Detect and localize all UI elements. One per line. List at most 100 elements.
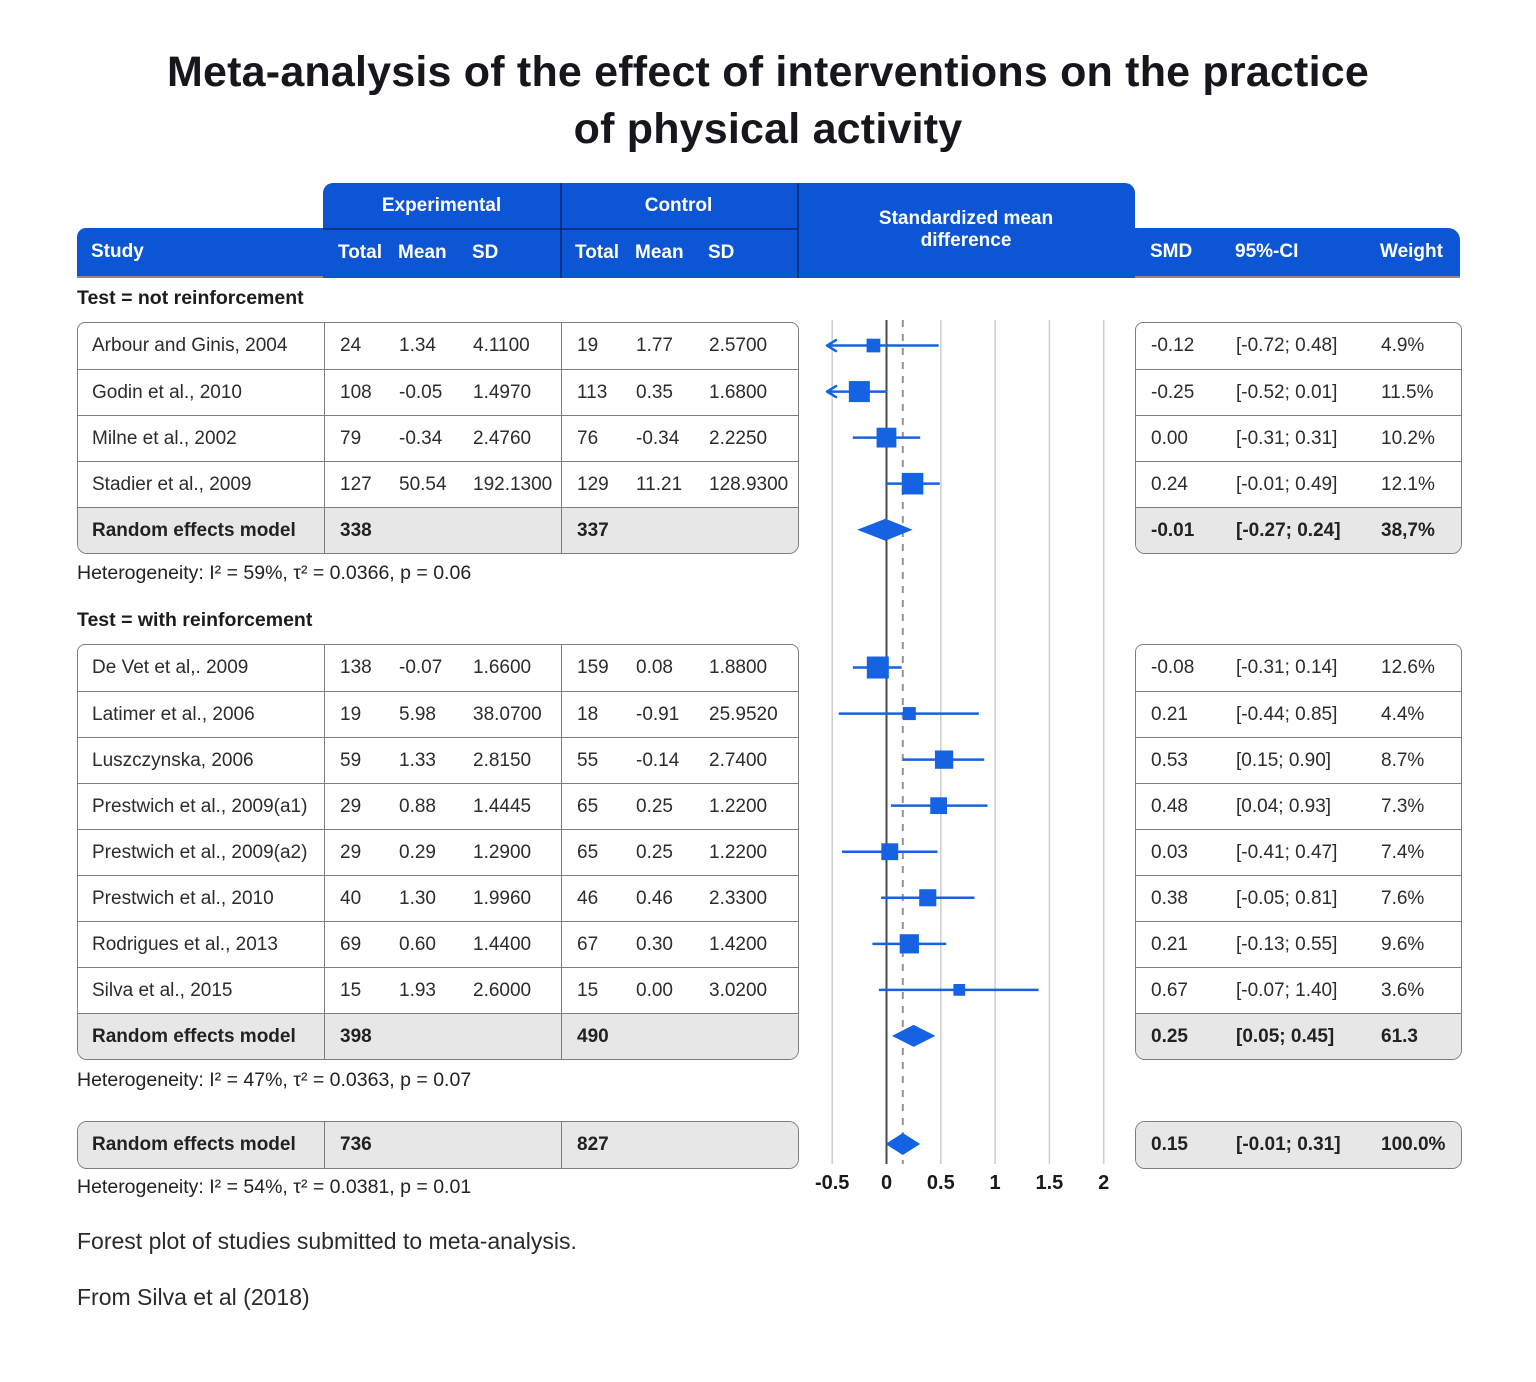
axis-tick-label: 2 bbox=[1098, 1172, 1109, 1194]
effect-square bbox=[866, 656, 889, 679]
page-title-line1: Meta-analysis of the effect of intervent… bbox=[167, 48, 1369, 96]
cell-ci: [-0.52; 0.01] bbox=[1236, 381, 1338, 403]
table-row: Prestwich et al., 2009(a2) 29 0.29 1.2900 65… bbox=[78, 829, 798, 875]
cell-exp-sd: 2.6000 bbox=[473, 979, 532, 1001]
table-row: Stadier et al., 2009 127 50.54 192.1300 129 1… bbox=[78, 461, 798, 507]
cell-ctl-total: 15 bbox=[561, 968, 621, 1013]
column-header-control: Control bbox=[644, 195, 713, 216]
cell-ctl-total: 65 bbox=[561, 784, 621, 829]
effect-square bbox=[901, 472, 924, 495]
cell-weight: 7.3% bbox=[1381, 795, 1425, 817]
cell-smd: -0.12 bbox=[1151, 335, 1195, 356]
table-row: Rodrigues et al., 2013 69 0.60 1.4400 67 0.30… bbox=[78, 921, 798, 967]
subheader-exp-sd: SD bbox=[472, 242, 499, 263]
cell-exp-sd: 2.8150 bbox=[473, 749, 532, 771]
cell-smd: 0.67 bbox=[1151, 979, 1188, 1001]
cell-study: Stadier et al., 2009 bbox=[92, 473, 252, 495]
table-row: 0.53 [0.15; 0.90] 8.7% bbox=[1136, 737, 1461, 783]
subheader-exp-total: Total bbox=[338, 242, 382, 263]
cell-smd: 0.15 bbox=[1151, 1134, 1188, 1155]
cell-weight: 38,7% bbox=[1381, 519, 1435, 541]
cell-study: Luszczynska, 2006 bbox=[92, 749, 254, 771]
cell-ctl-sd: 128.9300 bbox=[709, 473, 789, 495]
cell-weight: 100.0% bbox=[1381, 1134, 1446, 1155]
cell-ctl-total: 46 bbox=[561, 876, 621, 921]
cell-exp-sd: 1.4400 bbox=[473, 933, 532, 955]
cell-ctl-mean: 0.25 bbox=[636, 841, 673, 863]
header-divider bbox=[560, 183, 562, 278]
cell-exp-sd: 1.4445 bbox=[473, 795, 532, 817]
column-header-ci: 95%-CI bbox=[1235, 241, 1299, 262]
cell-exp-total: 138 bbox=[324, 645, 384, 691]
cell-exp-sd: 1.9960 bbox=[473, 887, 532, 909]
cell-ctl-total: 18 bbox=[561, 692, 621, 737]
column-header-study: Study bbox=[91, 241, 144, 262]
cell-exp-total: 24 bbox=[324, 323, 384, 369]
cell-ci: [-0.27; 0.24] bbox=[1236, 519, 1341, 541]
cell-ci: [-0.41; 0.47] bbox=[1236, 841, 1338, 863]
effect-square bbox=[899, 934, 919, 954]
cell-ci: [-0.44; 0.85] bbox=[1236, 703, 1338, 725]
cell-smd: 0.25 bbox=[1151, 1025, 1188, 1047]
cell-exp-sd: 38.0700 bbox=[473, 703, 542, 725]
cell-ci: [-0.05; 0.81] bbox=[1236, 887, 1338, 909]
cell-smd: 0.53 bbox=[1151, 749, 1188, 771]
cell-ci: [-0.72; 0.48] bbox=[1236, 335, 1338, 356]
cell-ci: [0.04; 0.93] bbox=[1236, 795, 1332, 817]
axis-tick-label: 0.5 bbox=[927, 1172, 955, 1194]
cell-ctl-total: 65 bbox=[561, 830, 621, 875]
cell-exp-mean: 0.88 bbox=[399, 795, 436, 817]
cell-ctl-sd bbox=[694, 1014, 798, 1059]
summary-row: Random effects model 736 827 bbox=[78, 1122, 798, 1168]
cell-weight: 7.6% bbox=[1381, 887, 1425, 909]
cell-ctl-sd: 1.2200 bbox=[709, 795, 768, 817]
cell-ctl-sd: 1.8800 bbox=[709, 657, 768, 678]
cell-exp-total: 338 bbox=[324, 508, 384, 553]
cell-weight: 4.9% bbox=[1381, 335, 1425, 356]
cell-ctl-mean bbox=[621, 1014, 694, 1059]
summary-diamond bbox=[885, 1133, 921, 1155]
cell-ctl-sd: 1.2200 bbox=[709, 841, 768, 863]
cell-exp-total: 59 bbox=[324, 738, 384, 783]
effect-square bbox=[866, 338, 881, 353]
cell-weight: 9.6% bbox=[1381, 933, 1425, 955]
group1-heterogeneity: Heterogeneity: I² = 59%, τ² = 0.0366, p … bbox=[77, 562, 472, 584]
group1-data-table: Arbour and Ginis, 2004 24 1.34 4.1100 19 1.77… bbox=[77, 322, 799, 554]
cell-ctl-sd: 2.3300 bbox=[709, 887, 768, 909]
cell-ctl-total: 827 bbox=[561, 1122, 621, 1168]
cell-ctl-sd: 2.7400 bbox=[709, 749, 768, 771]
subheader-ctl-mean: Mean bbox=[635, 242, 684, 263]
table-header-groups: Experimental Control Total Mean SD Total… bbox=[323, 183, 1135, 278]
cell-exp-total: 29 bbox=[324, 830, 384, 875]
cell-ctl-total: 490 bbox=[561, 1014, 621, 1059]
cell-ctl-mean: 1.77 bbox=[636, 335, 673, 356]
cell-exp-sd: 1.6600 bbox=[473, 657, 532, 678]
cell-exp-mean: -0.07 bbox=[399, 657, 443, 678]
column-header-smd: SMD bbox=[1150, 241, 1193, 262]
effect-square bbox=[934, 750, 954, 769]
cell-exp-sd: 192.1300 bbox=[473, 473, 553, 495]
cell-study: Latimer et al., 2006 bbox=[92, 703, 255, 725]
subheader-ctl-sd: SD bbox=[708, 242, 735, 263]
cell-ctl-mean: -0.14 bbox=[636, 749, 680, 771]
cell-ctl-mean bbox=[621, 1122, 694, 1168]
cell-exp-mean bbox=[384, 1122, 458, 1168]
table-row: Luszczynska, 2006 59 1.33 2.8150 55 -0.14 2.74… bbox=[78, 737, 798, 783]
axis-tick-label: -0.5 bbox=[815, 1172, 849, 1194]
column-header-experimental: Experimental bbox=[381, 195, 502, 216]
cell-exp-mean: 1.33 bbox=[399, 749, 436, 771]
cell-ci: [-0.01; 0.31] bbox=[1236, 1134, 1341, 1155]
cell-exp-sd bbox=[458, 1122, 561, 1168]
cell-weight: 11.5% bbox=[1381, 381, 1434, 403]
cell-exp-total: 127 bbox=[324, 462, 384, 507]
cell-ctl-mean: 0.08 bbox=[636, 657, 673, 678]
overall-stats-table: 0.15 [-0.01; 0.31] 100.0% bbox=[1135, 1121, 1462, 1169]
group-label-with-reinforcement: Test = with reinforcement bbox=[77, 609, 313, 631]
cell-ctl-mean: 0.25 bbox=[636, 795, 673, 817]
cell-ctl-sd: 3.0200 bbox=[709, 979, 768, 1001]
cell-study: Random effects model bbox=[92, 1134, 296, 1155]
cell-exp-mean: 1.34 bbox=[399, 335, 436, 356]
cell-ctl-total: 55 bbox=[561, 738, 621, 783]
cell-weight: 12.6% bbox=[1381, 657, 1435, 678]
